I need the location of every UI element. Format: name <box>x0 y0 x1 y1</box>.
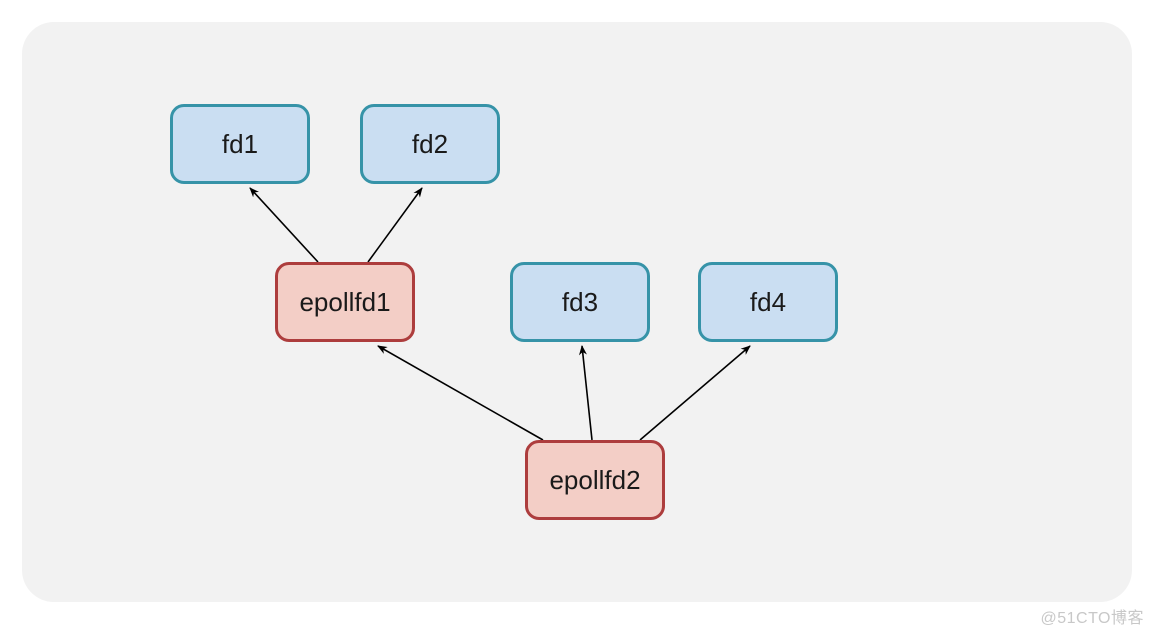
node-epollfd2: epollfd2 <box>525 440 665 520</box>
node-label: fd3 <box>562 287 598 318</box>
node-epollfd1: epollfd1 <box>275 262 415 342</box>
node-fd1: fd1 <box>170 104 310 184</box>
watermark: @51CTO博客 <box>1040 604 1144 628</box>
node-label: epollfd1 <box>299 287 390 318</box>
node-label: epollfd2 <box>549 465 640 496</box>
node-label: fd4 <box>750 287 786 318</box>
node-label: fd2 <box>412 129 448 160</box>
node-fd3: fd3 <box>510 262 650 342</box>
node-fd4: fd4 <box>698 262 838 342</box>
node-fd2: fd2 <box>360 104 500 184</box>
node-label: fd1 <box>222 129 258 160</box>
